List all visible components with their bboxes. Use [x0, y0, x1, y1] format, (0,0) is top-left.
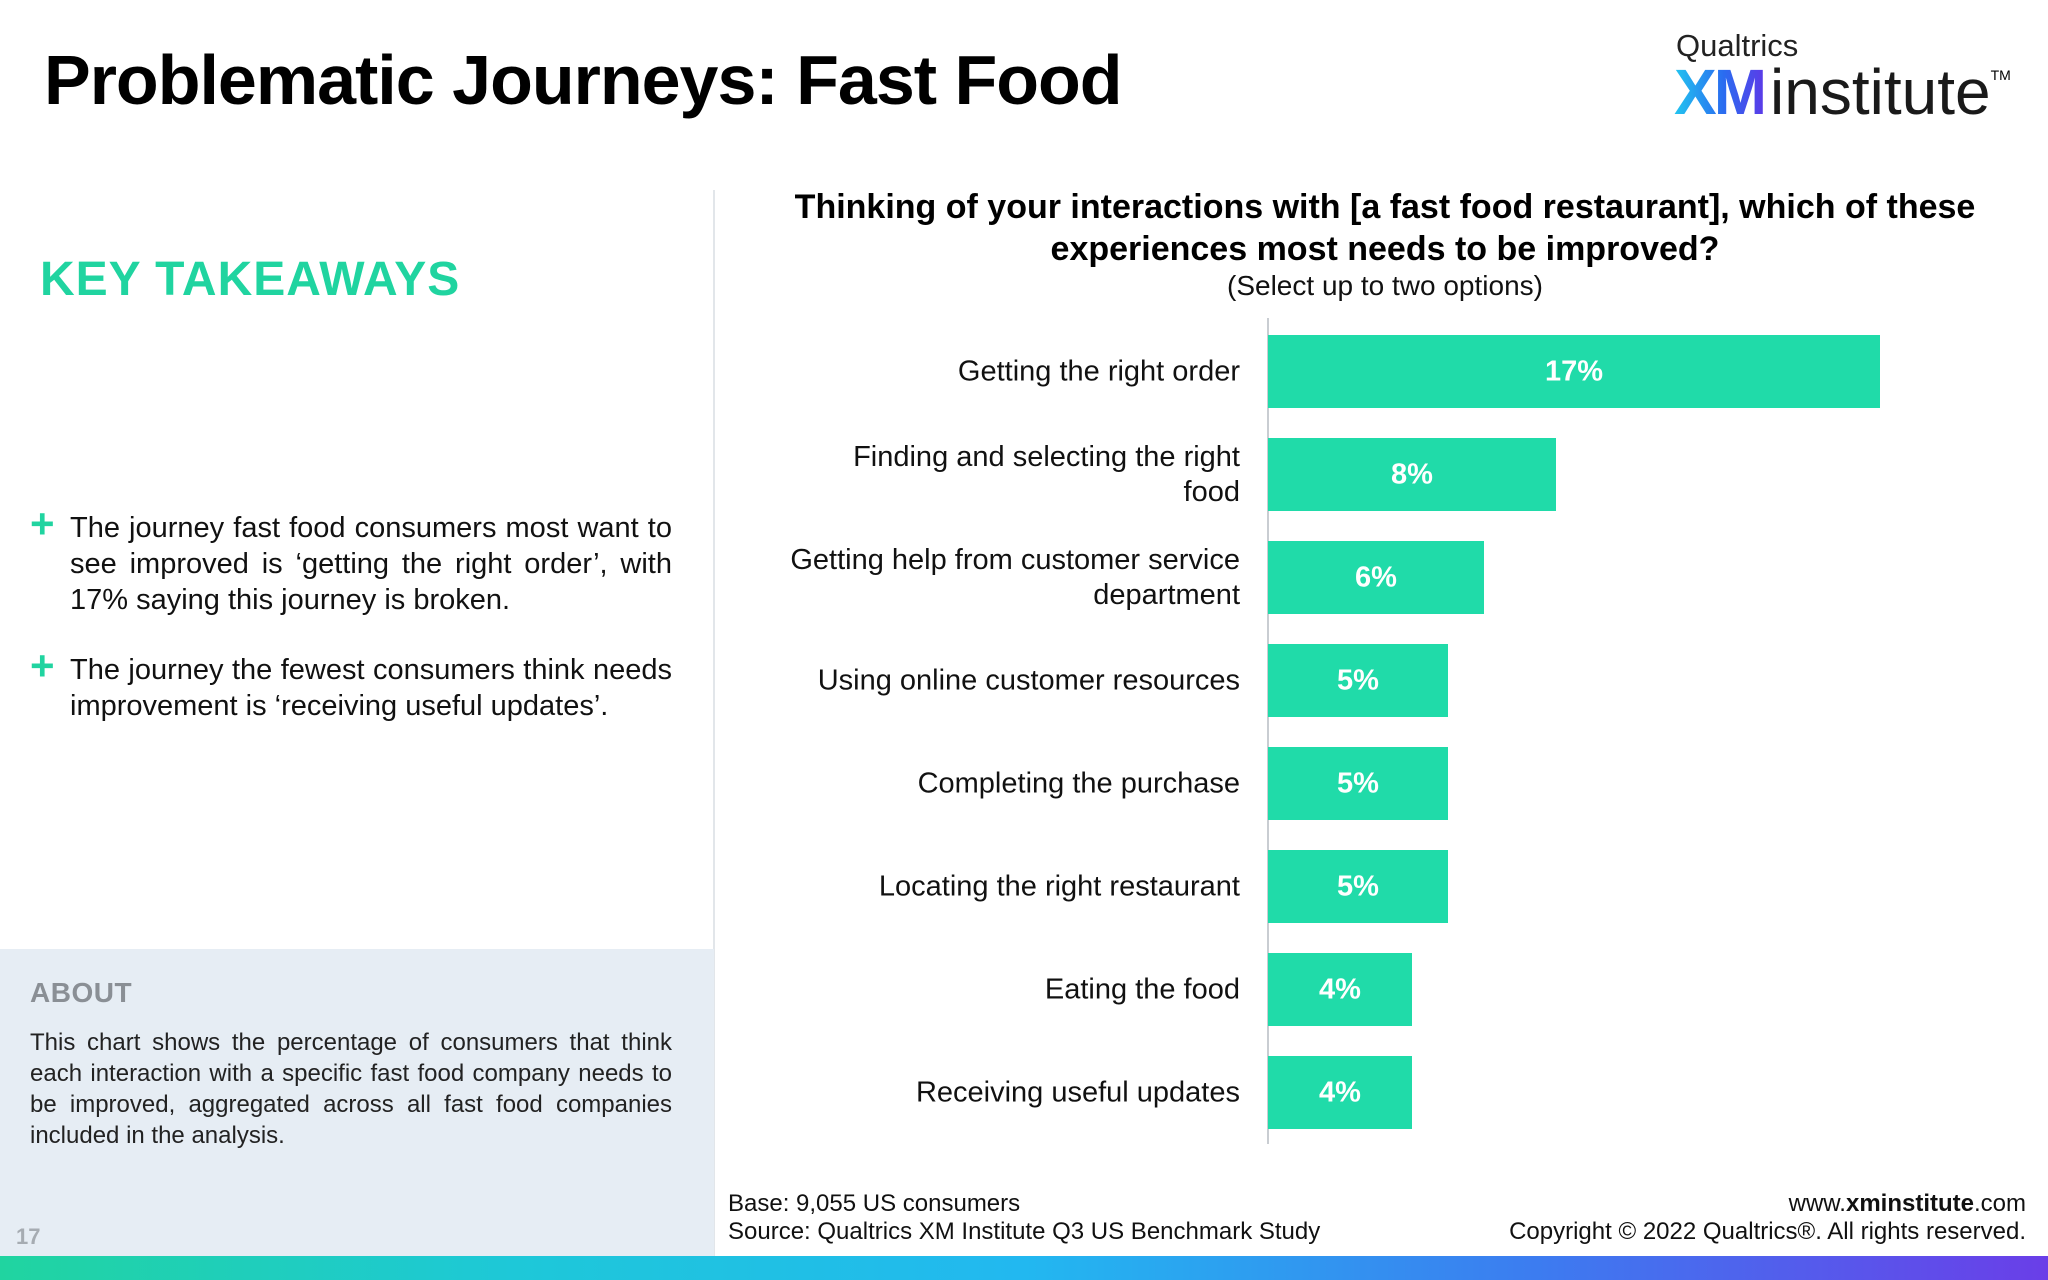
website-prefix: www. — [1788, 1190, 1846, 1217]
website-domain: xminstitute — [1845, 1190, 1974, 1217]
bar — [1268, 953, 1412, 1026]
chart-footnote: Base: 9,055 US consumers Source: Qualtri… — [728, 1190, 1320, 1246]
website-suffix: .com — [1973, 1190, 2026, 1217]
chart-title: Thinking of your interactions with [a fa… — [794, 188, 1976, 268]
logo-institute: institute — [1770, 56, 1991, 128]
takeaway-text: The journey the fewest consumers think n… — [70, 654, 672, 722]
about-heading: ABOUT — [30, 977, 133, 1008]
plus-icon: + — [30, 500, 55, 547]
bar-value-label: 4% — [1319, 974, 1361, 1006]
takeaway-item: + The journey fast food consumers most w… — [30, 500, 672, 618]
about-text: This chart shows the percentage of consu… — [30, 1029, 672, 1149]
copyright-text: Copyright © 2022 Qualtrics®. All rights … — [1509, 1218, 2026, 1245]
logo-xm: XM — [1674, 56, 1767, 128]
key-takeaways-heading: KEY TAKEAWAYS — [40, 253, 461, 306]
category-label: Finding and selecting the right food — [853, 441, 1240, 508]
bar-value-label: 5% — [1337, 665, 1379, 697]
bar — [1268, 335, 1880, 408]
bar — [1268, 438, 1556, 511]
column-divider — [713, 190, 715, 1256]
logo-wordmark: XMinstituteTM — [1674, 60, 2011, 124]
logo-trademark: TM — [1990, 67, 2011, 83]
category-label: Receiving useful updates — [916, 1077, 1240, 1109]
bar-value-label: 6% — [1355, 562, 1397, 594]
page-number: 17 — [16, 1224, 41, 1249]
website-link[interactable]: www.xminstitute.com — [1300, 1190, 2026, 1218]
plus-icon: + — [30, 642, 55, 689]
xm-institute-logo: Qualtrics XMinstituteTM — [1674, 24, 2014, 124]
bar-value-label: 5% — [1337, 768, 1379, 800]
category-label: Using online customer resources — [818, 665, 1240, 697]
category-label: Eating the food — [1045, 974, 1240, 1006]
category-label: Getting the right order — [958, 356, 1240, 388]
bar-value-label: 5% — [1337, 871, 1379, 903]
bar — [1268, 850, 1448, 923]
category-label: Getting help from customer service depart… — [790, 544, 1240, 611]
bar — [1268, 541, 1484, 614]
bar — [1268, 1056, 1412, 1129]
takeaway-text: The journey fast food consumers most wan… — [70, 512, 672, 616]
bar — [1268, 747, 1448, 820]
chart-subtitle: (Select up to two options) — [1227, 270, 1543, 301]
bar-value-label: 4% — [1319, 1077, 1361, 1109]
gradient-footer-bar — [0, 1256, 2048, 1280]
category-label: Locating the right restaurant — [879, 871, 1240, 903]
logo-company-name: Qualtrics — [1676, 28, 1799, 63]
site-copyright: www.xminstitute.com Copyright © 2022 Qua… — [1300, 1190, 2026, 1246]
about-panel: ABOUT This chart shows the percentage of… — [0, 949, 714, 1256]
base-note: Base: 9,055 US consumers — [728, 1190, 1021, 1217]
takeaway-item: + The journey the fewest consumers think… — [30, 642, 672, 724]
page-title: Problematic Journeys: Fast Food — [44, 41, 1123, 119]
source-note: Source: Qualtrics XM Institute Q3 US Ben… — [728, 1218, 1321, 1245]
bar — [1268, 644, 1448, 717]
category-label: Completing the purchase — [918, 768, 1240, 800]
bar-value-label: 8% — [1391, 459, 1433, 491]
bar-value-label: 17% — [1545, 356, 1603, 388]
